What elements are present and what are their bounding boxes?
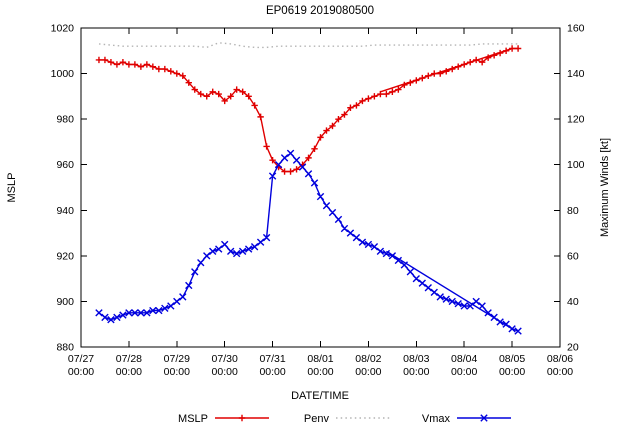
x-tick-date-label: 08/03 (403, 353, 429, 365)
x-tick-time-label: 00:00 (451, 366, 477, 378)
y-right-tick-label: 40 (567, 296, 579, 308)
y-right-tick-label: 160 (567, 23, 585, 35)
y-left-tick-label: 980 (56, 114, 74, 126)
x-tick-time-label: 00:00 (212, 366, 238, 378)
series-line-mslp-trend-segment (380, 47, 513, 93)
legend-marker-sample-vmax (480, 414, 488, 422)
y-right-tick-label: 140 (567, 68, 585, 80)
x-tick-date-label: 08/05 (499, 353, 525, 365)
y-right-tick-label: 120 (567, 114, 585, 126)
x-tick-time-label: 00:00 (307, 366, 333, 378)
series-line-penv (98, 42, 519, 49)
x-tick-date-label: 07/28 (116, 353, 142, 365)
series-markers-vmax (95, 149, 522, 335)
y-left-tick-label: 960 (56, 159, 74, 171)
y-left-tick-label: 1000 (51, 68, 75, 80)
chart-title: EP0619 2019080500 (266, 5, 374, 17)
x-tick-time-label: 00:00 (164, 366, 190, 378)
x-axis-label: DATE/TIME (291, 390, 349, 402)
series-line-vmax-trend-segment (386, 250, 513, 330)
legend-label-vmax: Vmax (422, 413, 451, 425)
x-tick-time-label: 00:00 (547, 366, 573, 378)
x-tick-time-label: 00:00 (259, 366, 285, 378)
x-tick-date-label: 07/30 (212, 353, 238, 365)
x-tick-date-label: 07/31 (259, 353, 285, 365)
x-tick-date-label: 07/29 (164, 353, 190, 365)
legend-marker-sample-mslp (238, 414, 246, 422)
series-markers-mslp (95, 45, 522, 175)
y-left-tick-label: 920 (56, 250, 74, 262)
y-left-tick-label: 1020 (51, 23, 75, 35)
x-tick-date-label: 08/02 (355, 353, 381, 365)
legend: MSLP Penv Vmax (178, 413, 511, 425)
y-left-tick-label: 880 (56, 342, 74, 354)
x-tick-date-label: 08/06 (547, 353, 573, 365)
x-tick-time-label: 00:00 (499, 366, 525, 378)
y-right-tick-label: 60 (567, 250, 579, 262)
y-axis-label-left: MSLP (6, 173, 18, 203)
y-right-tick-label: 20 (567, 342, 579, 354)
y-right-tick-label: 100 (567, 159, 585, 171)
x-tick-date-label: 08/04 (451, 353, 477, 365)
y-axis-label-right: Maximum Winds [kt] (599, 138, 611, 237)
y-left-tick-label: 900 (56, 296, 74, 308)
x-tick-date-label: 07/27 (68, 353, 94, 365)
x-tick-time-label: 00:00 (116, 366, 142, 378)
x-tick-date-label: 08/01 (307, 353, 333, 365)
y-right-tick-label: 80 (567, 205, 579, 217)
plot-area: 880 900 920 940 960 980 1000 1020 20 40 60 80 100 120… (51, 23, 585, 379)
y-left-tick-label: 940 (56, 205, 74, 217)
legend-label-penv: Penv (304, 413, 330, 425)
plot-border (80, 27, 561, 348)
x-tick-time-label: 00:00 (355, 366, 381, 378)
x-tick-time-label: 00:00 (68, 366, 94, 378)
legend-label-mslp: MSLP (178, 413, 208, 425)
x-tick-time-label: 00:00 (403, 366, 429, 378)
